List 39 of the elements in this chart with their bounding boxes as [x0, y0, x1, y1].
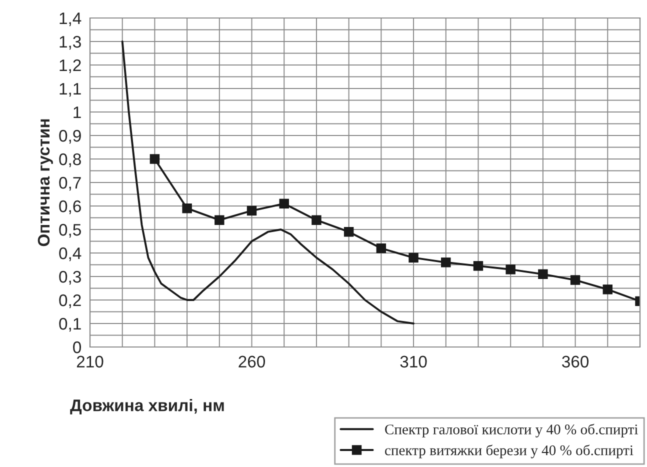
point [344, 226, 354, 237]
point [182, 203, 192, 214]
y-tick-label: 0,2 [59, 294, 81, 308]
y-axis-title: Оптична густин [38, 119, 53, 246]
point [214, 215, 224, 225]
y-tick-label: 0,5 [59, 224, 81, 238]
x-tick-label: 360 [562, 356, 589, 368]
y-tick-label: 1 [74, 106, 81, 118]
y-tick-label: 0,3 [59, 270, 81, 285]
point [570, 275, 580, 285]
y-tick-label: 0,8 [59, 153, 81, 168]
point [506, 264, 516, 274]
y-tick-label: 0,9 [59, 130, 81, 144]
point [312, 215, 322, 225]
legend-label: Спектр галової кислоти у 40 % об.спирті [385, 424, 638, 438]
point [376, 243, 386, 254]
point [246, 206, 257, 216]
y-tick-label: 1,2 [60, 59, 81, 74]
y-tick-label: 0 [73, 341, 82, 354]
point [473, 261, 484, 271]
x-axis-title: Довжина хвилі, нм [70, 399, 224, 414]
y-tick-label: 0,6 [59, 200, 81, 214]
y-tick-label: 0,1 [59, 318, 81, 332]
point [408, 252, 418, 263]
y-tick-label: 1,3 [60, 36, 81, 50]
y-tick-label: 0,7 [59, 176, 81, 191]
point [441, 258, 451, 268]
legend-label: спектр витяжки берези у 40 % об.спирті [385, 444, 634, 458]
x-tick-label: 260 [238, 356, 266, 368]
point [279, 198, 289, 209]
y-tick-label: 1,1 [60, 83, 81, 97]
x-tick-label: 310 [400, 356, 427, 368]
point [150, 154, 160, 164]
y-tick-label: 1,4 [60, 12, 82, 26]
line-series [121, 40, 415, 324]
x-tick-label: 210 [76, 356, 104, 368]
point [538, 269, 548, 280]
point [602, 284, 613, 294]
y-tick-label: 0,4 [59, 247, 82, 262]
